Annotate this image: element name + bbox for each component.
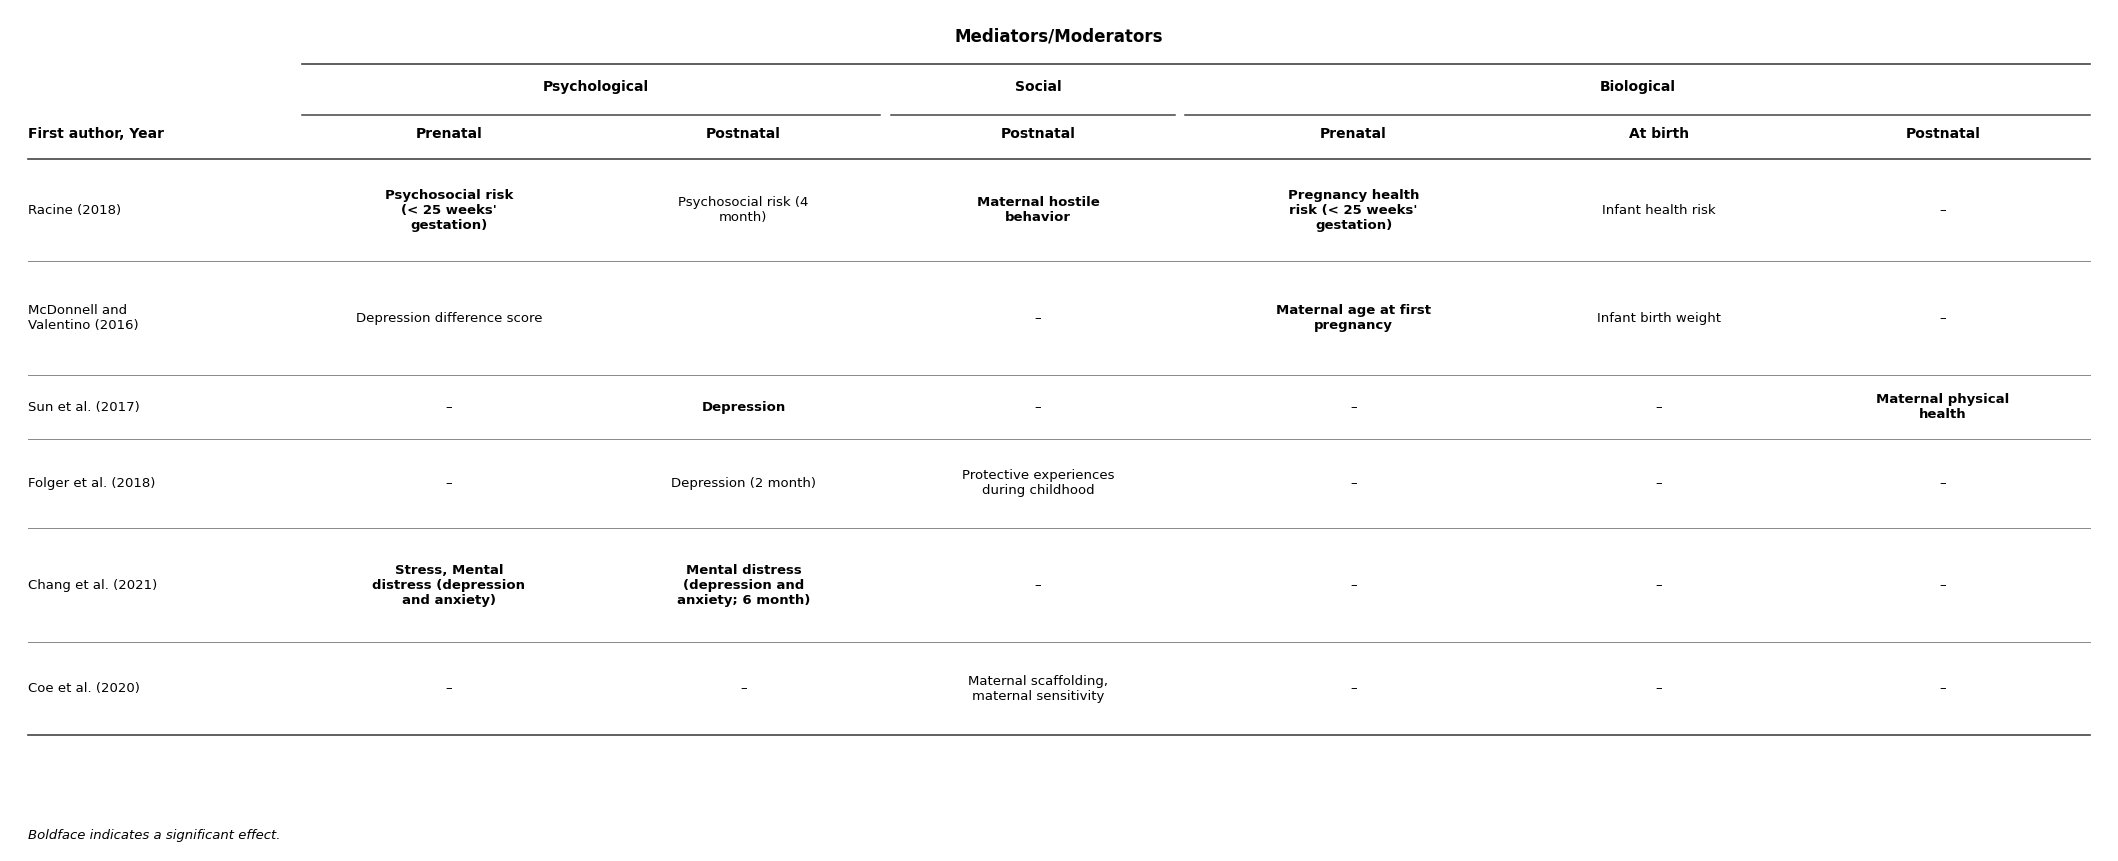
Text: –: – [445,477,451,490]
Text: Pregnancy health
risk (< 25 weeks'
gestation): Pregnancy health risk (< 25 weeks' gesta… [1288,189,1419,232]
Text: –: – [1940,579,1946,592]
Text: Mediators/Moderators: Mediators/Moderators [955,28,1163,46]
Text: Maternal age at first
pregnancy: Maternal age at first pregnancy [1275,304,1432,332]
Text: –: – [1351,400,1358,413]
Text: –: – [445,683,451,696]
Text: Folger et al. (2018): Folger et al. (2018) [28,477,155,490]
Text: –: – [1036,312,1042,325]
Text: Chang et al. (2021): Chang et al. (2021) [28,579,157,592]
Text: Prenatal: Prenatal [1320,127,1387,141]
Text: –: – [1351,683,1358,696]
Text: Infant health risk: Infant health risk [1601,204,1716,217]
Text: Psychological: Psychological [542,80,648,95]
Text: Sun et al. (2017): Sun et al. (2017) [28,400,140,413]
Text: Postnatal: Postnatal [1906,127,1980,141]
Text: –: – [1656,400,1663,413]
Text: Racine (2018): Racine (2018) [28,204,121,217]
Text: Depression (2 month): Depression (2 month) [671,477,815,490]
Text: Postnatal: Postnatal [705,127,782,141]
Text: –: – [1036,579,1042,592]
Text: –: – [1940,683,1946,696]
Text: Coe et al. (2020): Coe et al. (2020) [28,683,140,696]
Text: Maternal physical
health: Maternal physical health [1877,393,2010,421]
Text: –: – [739,683,748,696]
Text: Maternal hostile
behavior: Maternal hostile behavior [976,196,1099,224]
Text: –: – [1940,204,1946,217]
Text: Mental distress
(depression and
anxiety; 6 month): Mental distress (depression and anxiety;… [676,564,809,607]
Text: –: – [1940,477,1946,490]
Text: Stress, Mental
distress (depression
and anxiety): Stress, Mental distress (depression and … [373,564,525,607]
Text: –: – [1940,312,1946,325]
Text: Boldface indicates a significant effect.: Boldface indicates a significant effect. [28,829,280,842]
Text: Postnatal: Postnatal [1000,127,1076,141]
Text: McDonnell and
Valentino (2016): McDonnell and Valentino (2016) [28,304,138,332]
Text: Biological: Biological [1599,80,1675,95]
Text: At birth: At birth [1629,127,1688,141]
Text: Prenatal: Prenatal [415,127,483,141]
Text: –: – [1351,579,1358,592]
Text: –: – [1656,683,1663,696]
Text: Depression difference score: Depression difference score [356,312,542,325]
Text: –: – [1656,579,1663,592]
Text: –: – [445,400,451,413]
Text: Depression: Depression [701,400,786,413]
Text: First author, Year: First author, Year [28,127,163,141]
Text: –: – [1656,477,1663,490]
Text: Protective experiences
during childhood: Protective experiences during childhood [962,469,1114,498]
Text: Infant birth weight: Infant birth weight [1597,312,1720,325]
Text: Psychosocial risk (4
month): Psychosocial risk (4 month) [678,196,809,224]
Text: Social: Social [1015,80,1061,95]
Text: Maternal scaffolding,
maternal sensitivity: Maternal scaffolding, maternal sensitivi… [968,675,1108,703]
Text: –: – [1351,477,1358,490]
Text: Psychosocial risk
(< 25 weeks'
gestation): Psychosocial risk (< 25 weeks' gestation… [385,189,513,232]
Text: –: – [1036,400,1042,413]
